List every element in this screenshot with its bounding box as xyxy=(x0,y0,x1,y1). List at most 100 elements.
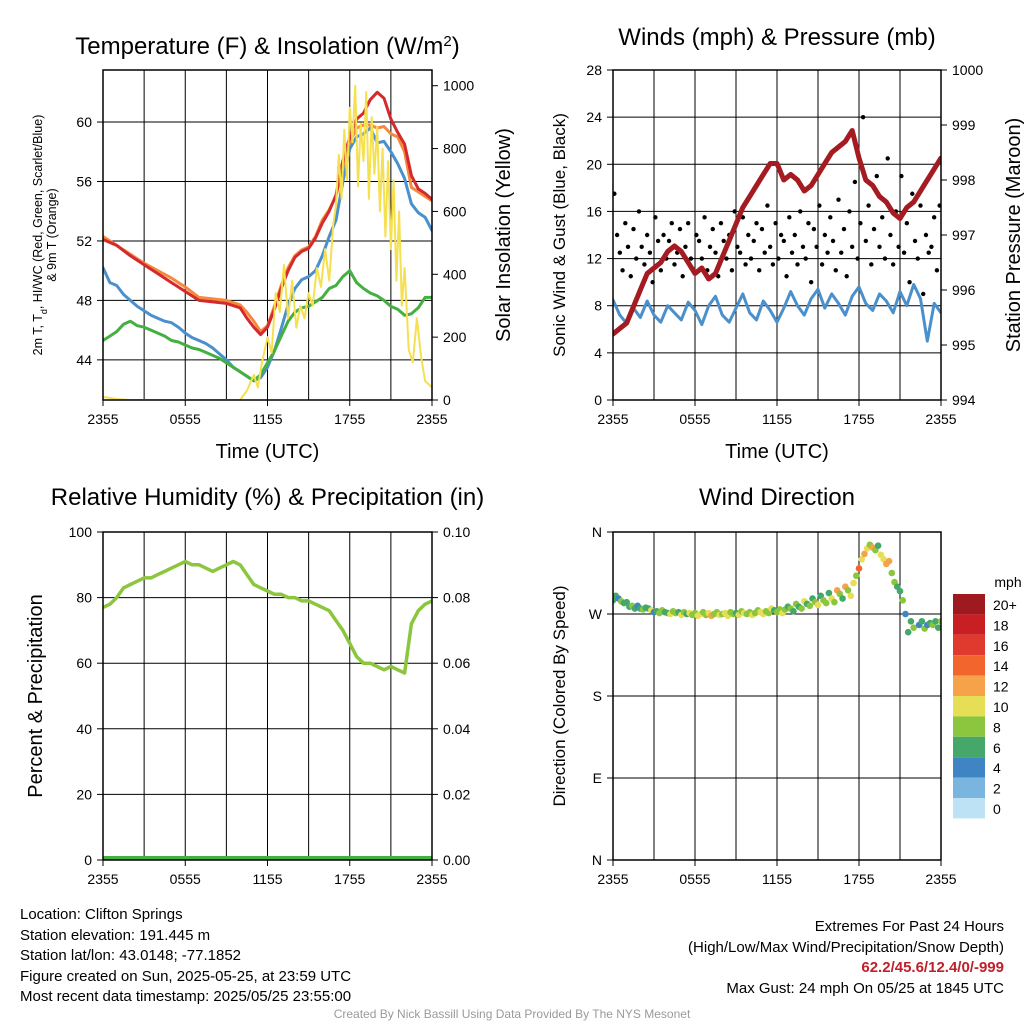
wind-xtick-label: 2355 xyxy=(597,411,628,427)
rh-xtick-label: 0555 xyxy=(170,871,201,887)
rh-ytick-right-label: 0.06 xyxy=(443,655,470,671)
wind-gust-point xyxy=(781,238,787,244)
wind-gust-point xyxy=(751,238,756,244)
dir-point xyxy=(907,617,915,625)
speed-legend-swatch xyxy=(953,655,985,676)
dir-title: Wind Direction xyxy=(699,484,855,511)
dir-point xyxy=(855,565,863,572)
extremes-legend: (High/Low/Max Wind/Precipitation/Snow De… xyxy=(688,938,1004,956)
extremes-title: Extremes For Past 24 Hours xyxy=(814,918,1004,935)
wind-gust-point xyxy=(776,256,781,261)
wind-ytick-label: 28 xyxy=(586,62,602,78)
wind-gust-point xyxy=(885,156,890,161)
speed-legend-swatch xyxy=(953,736,985,758)
temp-xtick-label: 0555 xyxy=(170,411,201,427)
wind-gust-point xyxy=(754,221,759,226)
wind-gust-point xyxy=(677,226,683,232)
wind-gust-point xyxy=(765,203,770,208)
dir-point xyxy=(847,592,855,600)
dir-point xyxy=(918,617,926,625)
wind-gust-point xyxy=(877,244,882,249)
speed-legend-swatch xyxy=(953,757,985,778)
wind-gust-point xyxy=(874,173,879,179)
wind-gust-point xyxy=(907,279,912,285)
wind-gust-point xyxy=(661,232,666,238)
wind-gust-point xyxy=(680,274,685,279)
wind-ytick-right-label: 996 xyxy=(952,282,976,298)
temp-xtick-label: 2355 xyxy=(416,411,447,427)
wind-series-sonic-wind xyxy=(613,283,941,343)
speed-legend-swatch xyxy=(953,614,985,635)
dir-point xyxy=(874,542,882,549)
wind-gust-point xyxy=(819,262,825,267)
wind-gust-point xyxy=(833,268,838,273)
station-latlon: Station lat/lon: 43.0148; -77.1852 xyxy=(20,947,242,964)
wind-gust-point xyxy=(858,221,863,226)
wind-gust-point xyxy=(811,226,817,232)
dir-ytick-label: N xyxy=(592,524,602,540)
speed-legend: mph 20+ 18 16 14 12 10 8 6 4 2 0 xyxy=(953,574,1022,819)
speed-legend-label: 0 xyxy=(993,801,1001,817)
wind-gust-point xyxy=(904,221,910,226)
wind-gust-point xyxy=(814,244,819,249)
temp-ytick-label: 60 xyxy=(76,114,92,130)
wind-gust-point xyxy=(806,221,811,226)
temp-title: Temperature (F) & Insolation (W/m2) xyxy=(75,33,459,61)
wind-gust-point xyxy=(666,238,672,244)
temp-ytick-label: 56 xyxy=(76,173,92,189)
wind-gust-point xyxy=(915,256,920,261)
speed-legend-label: 14 xyxy=(993,658,1009,674)
most-recent-timestamp: Most recent data timestamp: 2025/05/25 2… xyxy=(20,988,352,1005)
speed-legend-label: 12 xyxy=(993,679,1009,695)
temp-ytick-right-label: 400 xyxy=(443,266,467,282)
wind-gust-point xyxy=(828,215,833,220)
wind-ytick-label: 12 xyxy=(586,251,602,267)
dir-point xyxy=(861,550,868,558)
wind-gust-point xyxy=(929,244,934,249)
wind-ylabel-left: Sonic Wind & Gust (Blue, Black) xyxy=(550,113,569,357)
wind-title: Winds (mph) & Pressure (mb) xyxy=(618,24,935,51)
wind-gust-point xyxy=(773,221,778,226)
wind-gust-point xyxy=(896,244,901,249)
wind-gust-point xyxy=(642,262,647,267)
rh-xtick-label: 2355 xyxy=(416,871,447,887)
dir-grid xyxy=(613,532,941,860)
speed-legend-label: 10 xyxy=(993,699,1009,715)
rh-plot-area xyxy=(103,559,432,860)
wind-gust-point xyxy=(623,221,628,226)
speed-legend-swatch xyxy=(953,798,985,819)
dir-point xyxy=(798,605,805,612)
wind-gust-point xyxy=(934,268,940,273)
temp-ytick-right-label: 600 xyxy=(443,203,467,219)
wind-xtick-label: 0555 xyxy=(679,411,710,427)
wind-gust-point xyxy=(757,268,762,273)
dir-point xyxy=(850,579,857,587)
wind-gust-point xyxy=(871,226,877,232)
wind-gust-point xyxy=(617,250,623,255)
wind-ytick-label: 0 xyxy=(594,392,602,408)
rh-ytick-right-label: 0.00 xyxy=(443,852,470,868)
wind-xtick-label: 2355 xyxy=(925,411,956,427)
temp-series-dewpoint xyxy=(103,269,432,383)
wind-gust-point xyxy=(882,256,888,261)
temp-ytick-right-label: 800 xyxy=(443,141,467,157)
panel-dir: 2355 0555 1155 1755 2355 N E S W N Wind Direction D… xyxy=(550,484,1022,887)
speed-legend-label: 20+ xyxy=(993,597,1017,613)
wind-gust-point xyxy=(931,215,937,220)
dir-point xyxy=(852,572,860,580)
wind-gust-point xyxy=(653,215,658,220)
rh-ytick-right-label: 0.04 xyxy=(443,721,470,737)
wind-gust-point xyxy=(787,215,792,220)
wind-gust-point xyxy=(926,250,931,255)
dir-point xyxy=(790,607,797,615)
wind-gust-point xyxy=(890,262,896,267)
dir-ytick-label: W xyxy=(589,606,603,622)
station-info: Location: Clifton Springs Station elevat… xyxy=(20,905,351,1008)
dir-point xyxy=(814,601,822,609)
wind-ytick-label: 24 xyxy=(586,109,602,125)
wind-gust-point xyxy=(614,232,620,238)
wind-gust-point xyxy=(866,203,871,208)
wind-gust-point xyxy=(825,250,830,255)
wind-gust-point xyxy=(822,232,828,238)
